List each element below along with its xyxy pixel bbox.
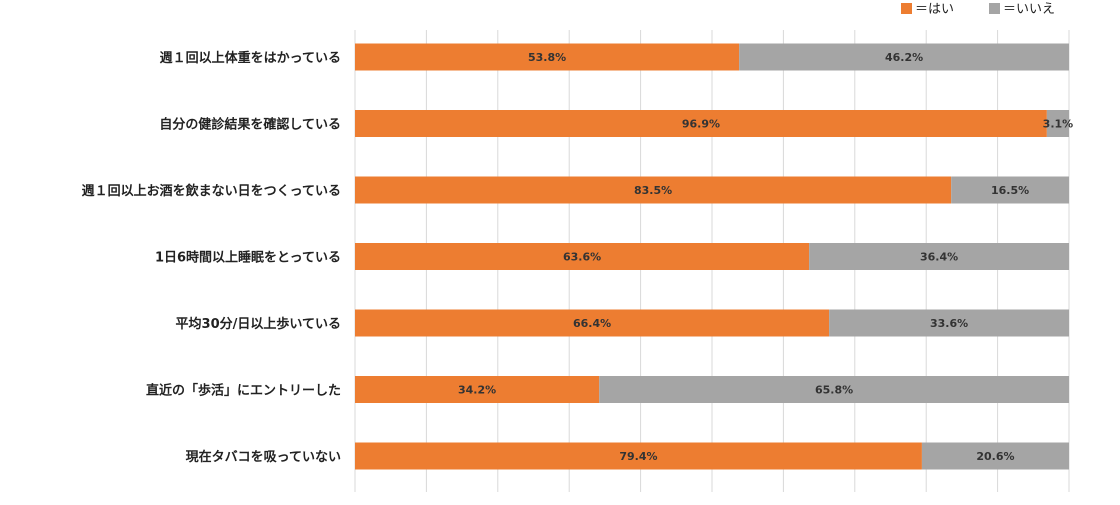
data-label: 53.8% bbox=[528, 51, 566, 64]
category-label: 週１回以上お酒を飲まない日をつくっている bbox=[82, 183, 341, 199]
legend-label: ＝はい bbox=[915, 2, 954, 17]
legend-swatch bbox=[901, 3, 912, 14]
legend-item-yes: ＝はい bbox=[901, 2, 954, 17]
bar-yes bbox=[355, 309, 830, 337]
data-label: 16.5% bbox=[991, 184, 1029, 197]
bar-yes bbox=[355, 243, 810, 270]
category-label: 直近の「歩活」にエントリーした bbox=[146, 383, 341, 399]
data-label: 36.4% bbox=[920, 251, 958, 264]
category-label: 平均30分/日以上歩いている bbox=[176, 316, 341, 332]
data-label: 20.6% bbox=[976, 450, 1014, 463]
data-label: 96.9% bbox=[682, 118, 720, 131]
bar-no bbox=[951, 176, 1069, 204]
data-label: 3.1% bbox=[1043, 118, 1074, 131]
data-label: 79.4% bbox=[619, 450, 657, 463]
legend-label: ＝いいえ bbox=[1003, 2, 1055, 17]
data-label: 65.8% bbox=[815, 384, 853, 397]
bars: 53.8% 46.2% 96.9% 3.1% 83.5% 16.5% 63.6% 36.4% 6… bbox=[355, 43, 1074, 470]
bar-no bbox=[829, 309, 1069, 337]
legend: ＝はい ＝いいえ bbox=[901, 2, 1055, 17]
legend-swatch bbox=[989, 3, 1000, 14]
bar-no bbox=[599, 376, 1069, 403]
bar-yes bbox=[355, 43, 740, 71]
category-label: 1日6時間以上睡眠をとっている bbox=[155, 250, 341, 266]
data-label: 46.2% bbox=[885, 51, 923, 64]
data-label: 33.6% bbox=[930, 317, 968, 330]
data-label: 34.2% bbox=[458, 384, 496, 397]
data-label: 66.4% bbox=[573, 317, 611, 330]
bar-no bbox=[739, 43, 1069, 71]
category-label: 現在タバコを吸っていない bbox=[186, 449, 341, 465]
category-label: 自分の健診結果を確認している bbox=[159, 117, 341, 133]
legend-item-no: ＝いいえ bbox=[989, 2, 1055, 17]
category-label: 週１回以上体重をはかっている bbox=[160, 50, 341, 66]
data-label: 83.5% bbox=[634, 184, 672, 197]
bar-yes bbox=[355, 176, 952, 204]
bar-yes bbox=[355, 110, 1047, 137]
bar-no bbox=[921, 442, 1069, 470]
bar-yes bbox=[355, 442, 922, 470]
data-label: 63.6% bbox=[563, 251, 601, 264]
bar-yes bbox=[355, 376, 600, 403]
bar-no bbox=[809, 243, 1069, 270]
bar-no bbox=[1046, 110, 1069, 137]
